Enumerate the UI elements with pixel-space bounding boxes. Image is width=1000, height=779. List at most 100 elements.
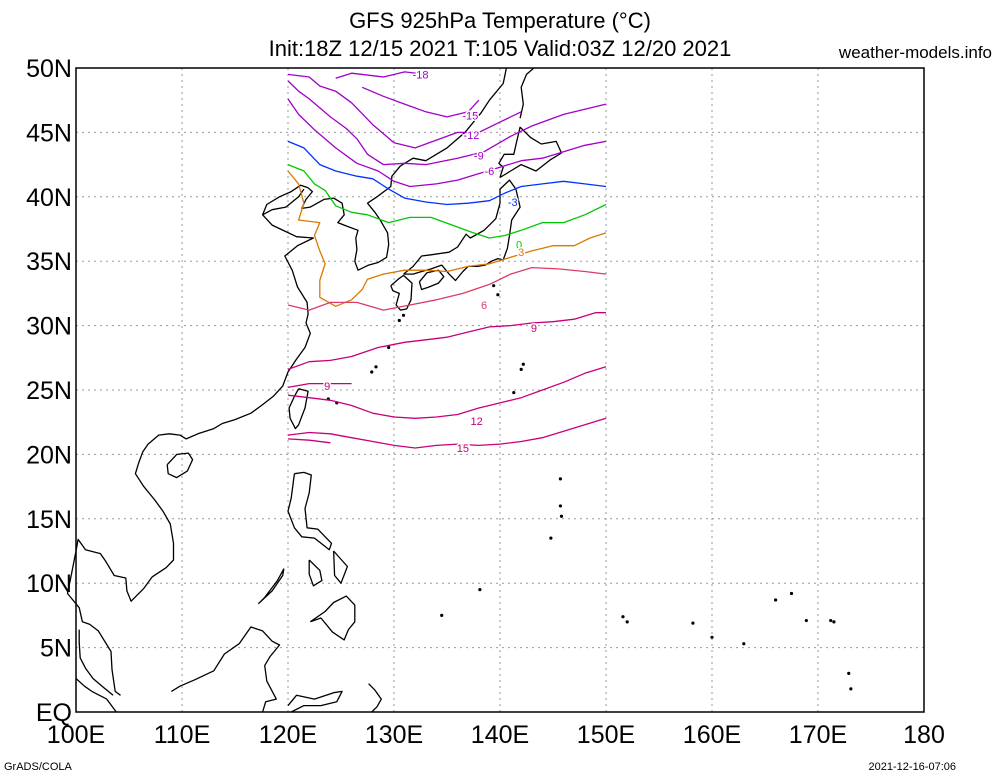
coastline-palawan [257, 568, 285, 605]
lat-tick-label: 25N [26, 377, 72, 405]
lat-tick-label: 45N [26, 119, 72, 147]
contour-line [287, 312, 606, 371]
island-mark [774, 598, 778, 602]
coastline-hokkaido [498, 126, 563, 179]
coastline-mindanao [309, 595, 356, 641]
island-mark [370, 370, 374, 374]
coastline-korea [333, 165, 401, 271]
island-mark [496, 293, 500, 297]
island-mark [326, 397, 330, 401]
coastline-bohai-liaodong [261, 184, 334, 216]
contour-line [287, 417, 607, 449]
island-mark [374, 365, 378, 369]
island-mark [335, 401, 339, 405]
island-mark [387, 345, 391, 350]
coastline-taiwan [288, 388, 309, 430]
lon-tick-label: 150E [577, 721, 635, 749]
temperature-contours [287, 71, 607, 449]
coastline-sulawesi [287, 690, 343, 713]
coastline-visayas [308, 559, 323, 587]
island-mark [512, 390, 516, 395]
island-mark [847, 671, 851, 675]
contour-label: -9 [474, 151, 484, 163]
contour-line [287, 266, 607, 311]
contour-line [287, 140, 607, 206]
contour-label: -12 [463, 130, 479, 142]
island-mark [397, 318, 401, 323]
lon-tick-label: 120E [259, 721, 317, 749]
island-mark [558, 504, 563, 508]
lon-tick-label: 110E [154, 721, 211, 749]
island-mark [478, 588, 482, 592]
coastline-china-coast [66, 188, 315, 696]
coastline-visayas-east [332, 550, 349, 584]
coastline-hainan [166, 452, 194, 479]
island-mark [558, 477, 563, 481]
map-frame [75, 67, 925, 713]
map-title: GFS 925hPa Temperature (°C) [349, 8, 651, 33]
contour-line [287, 438, 331, 444]
lon-tick-label: 130E [365, 721, 423, 749]
lon-tick-label: 170E [789, 721, 847, 749]
coastline-honshu [403, 179, 521, 282]
coastline-malaya-east [78, 629, 114, 696]
contour-label: 3 [518, 247, 524, 259]
contour-line [287, 98, 607, 188]
contour-line [335, 71, 426, 79]
coastline-sakhalin [519, 67, 535, 119]
island-mark [401, 313, 406, 317]
contour-label: -6 [485, 166, 495, 178]
island-mark [804, 618, 808, 623]
lat-tick-label: 10N [26, 570, 72, 598]
contour-line [361, 86, 480, 118]
island-mark [521, 362, 525, 366]
lat-tick-label: 30N [26, 313, 72, 341]
contour-line [287, 163, 607, 239]
coastline-kyushu [390, 274, 413, 311]
software-credit: GrADS/COLA [4, 761, 72, 773]
map-subtitle: Init:18Z 12/15 2021 T:105 Valid:03Z 12/2… [268, 36, 732, 61]
lat-tick-label: 5N [40, 635, 72, 663]
lon-tick-label: 100E [47, 721, 105, 749]
island-mark [832, 620, 836, 624]
lat-tick-label: 20N [26, 441, 72, 469]
island-mark [492, 284, 496, 288]
contour-label: 9 [324, 381, 330, 393]
island-mark [519, 367, 523, 371]
contour-label: -15 [462, 111, 478, 123]
island-mark [691, 621, 695, 625]
contour-line [287, 170, 607, 307]
lon-tick-label: 180 [903, 721, 945, 749]
contour-label: 6 [481, 300, 487, 312]
generation-timestamp: 2021-12-16-07:06 [868, 761, 956, 773]
lat-tick-label: 40N [26, 184, 72, 212]
contour-label: 15 [457, 443, 469, 455]
brand-label: weather-models.info [838, 43, 992, 62]
contour-label: -3 [508, 197, 518, 209]
coastline-sumatra [75, 678, 117, 713]
contour-line [287, 382, 352, 389]
contour-label: -18 [413, 69, 429, 81]
coastline-halmahera [368, 683, 382, 713]
lat-tick-label: 15N [26, 506, 72, 534]
island-mark [710, 635, 714, 639]
contour-line [287, 73, 522, 149]
island-mark [789, 591, 794, 596]
contour-label: 0 [516, 239, 522, 251]
lon-tick-label: 140E [471, 721, 529, 749]
lon-tick-label: 160E [683, 721, 741, 749]
contour-label: 9 [531, 323, 537, 335]
island-mark [559, 514, 564, 518]
island-mark [742, 642, 746, 646]
island-mark [829, 618, 833, 623]
grid-lines [76, 68, 924, 712]
lat-tick-label: 35N [26, 248, 72, 276]
contour-labels: -18 -15 -12 -9-6 -3 03 6 9 9 12 15 [323, 68, 539, 457]
island-mark [849, 687, 853, 691]
coastlines [66, 67, 853, 713]
coastline-luzon [287, 471, 333, 551]
contour-label: 12 [471, 416, 483, 428]
contour-line [287, 366, 607, 419]
